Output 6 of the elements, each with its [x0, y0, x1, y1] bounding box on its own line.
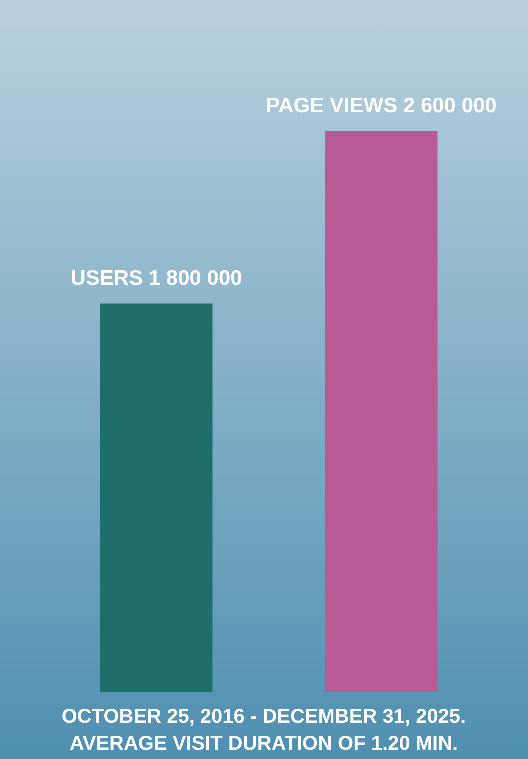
- data-label: 1 800 000: [148, 267, 242, 290]
- text: AVERAGE VISIT DURATION OF 1.20 MIN.: [68, 732, 460, 757]
- x-tick-label: USERS: [70, 267, 149, 290]
- data-label: 2 600 000: [403, 94, 497, 118]
- text: OCTOBER 25, 2016 - DECEMBER 31, 2025.: [60, 705, 468, 730]
- x-tick-label: PAGE VIEWS: [266, 94, 404, 118]
